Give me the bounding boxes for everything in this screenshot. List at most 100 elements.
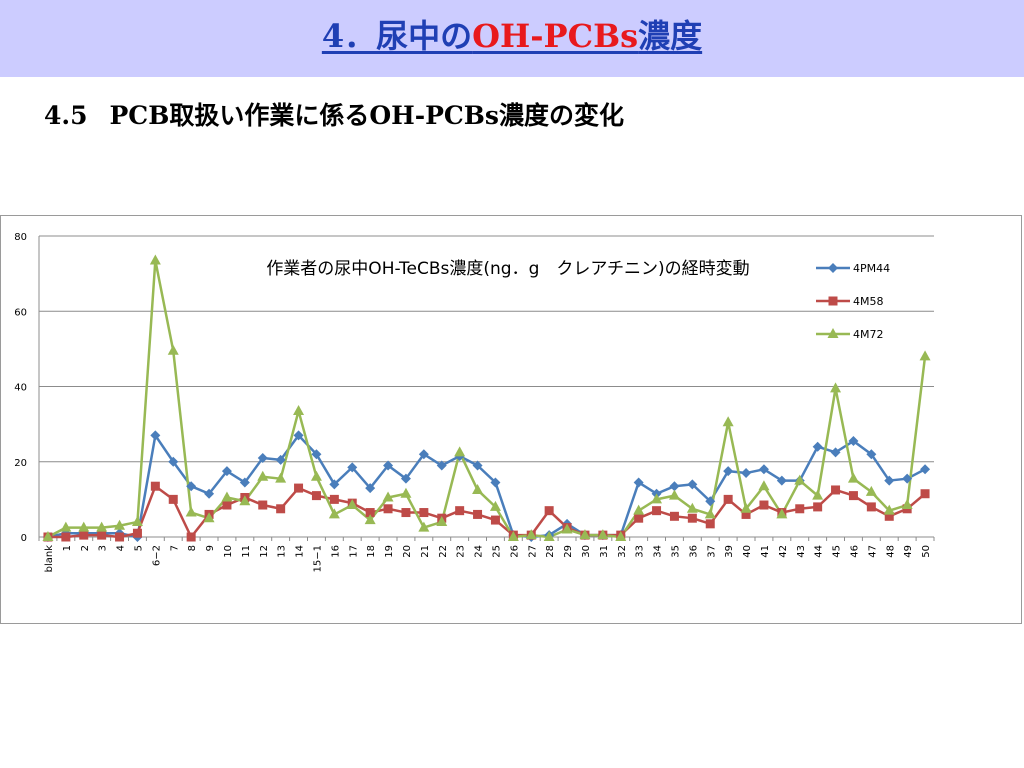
data-point-4M72 [364, 514, 376, 525]
data-point-4M72 [328, 508, 340, 519]
data-point-4M58 [186, 532, 196, 542]
x-tick-label: blank [44, 545, 55, 573]
data-point-4M72 [633, 504, 645, 515]
x-tick-label: 39 [724, 545, 735, 558]
legend-label: 4M72 [853, 328, 884, 341]
x-tick-label: 22 [438, 545, 449, 558]
data-point-4M72 [579, 529, 591, 540]
data-point-4M72 [543, 531, 555, 541]
title-band [0, 0, 1024, 77]
data-point-4M58 [455, 506, 465, 516]
data-point-4PM44 [168, 456, 179, 467]
data-point-4M72 [830, 382, 842, 393]
data-point-4M72 [454, 446, 466, 457]
data-point-4M72 [239, 495, 251, 506]
data-point-4M58 [490, 515, 500, 525]
data-point-4M72 [847, 472, 859, 483]
data-point-4M58 [132, 528, 142, 538]
x-tick-label: 35 [670, 545, 681, 558]
data-point-4PM44 [705, 496, 716, 507]
x-tick-label: 40 [742, 545, 753, 558]
data-point-4PM44 [257, 452, 268, 463]
data-point-4M58 [741, 509, 751, 519]
data-point-4M72 [114, 519, 126, 530]
data-point-4M58 [544, 506, 554, 516]
data-point-4M72 [275, 472, 287, 483]
x-tick-label: 46 [849, 545, 860, 558]
data-point-4M72 [507, 531, 519, 541]
x-tick-label: 50 [921, 545, 932, 558]
chart-title: 作業者の尿中OH-TeCBs濃度(ng．g クレアチニン)の経時変動 [266, 259, 749, 279]
x-tick-label: 31 [599, 545, 610, 558]
data-point-4PM44 [347, 462, 358, 473]
data-point-4M72 [615, 531, 627, 541]
x-tick-label: 2 [80, 545, 91, 551]
x-tick-label: 5 [133, 545, 144, 551]
data-point-4M72 [489, 500, 501, 511]
x-tick-label: 28 [545, 545, 556, 558]
data-point-4PM44 [633, 477, 644, 488]
legend-marker [828, 296, 838, 306]
data-point-4M58 [669, 511, 679, 521]
data-point-4M72 [812, 489, 824, 500]
data-point-4M72 [919, 350, 931, 361]
data-point-4M58 [79, 530, 89, 540]
data-point-4M58 [920, 489, 930, 499]
x-tick-label: 33 [635, 545, 646, 558]
data-point-4M72 [60, 521, 72, 532]
data-point-4PM44 [472, 460, 483, 471]
data-point-4M72 [561, 523, 573, 534]
data-point-4PM44 [884, 475, 895, 486]
series-line-4PM44 [47, 434, 926, 539]
data-point-4M72 [436, 515, 448, 526]
data-point-4M72 [525, 529, 537, 540]
x-tick-label: 44 [814, 545, 825, 558]
x-tick-label: 18 [366, 545, 377, 558]
data-point-4M58 [652, 506, 662, 516]
section-subtitle: 4.5 PCB取扱い作業に係るOH-PCBs濃度の変化 [44, 96, 624, 136]
data-point-4M72 [167, 344, 179, 355]
data-point-4PM44 [687, 479, 698, 490]
data-point-4PM44 [902, 473, 913, 484]
x-tick-label: 7 [169, 545, 180, 551]
x-tick-label: 12 [259, 545, 270, 558]
x-tick-label: 37 [706, 545, 717, 558]
x-tick-label: 16 [330, 545, 341, 558]
data-point-4M72 [472, 483, 484, 494]
data-point-4M72 [740, 502, 752, 513]
data-point-4M72 [794, 474, 806, 485]
data-point-4PM44 [866, 449, 877, 460]
data-point-4PM44 [776, 475, 787, 486]
data-point-4M72 [686, 502, 698, 513]
x-tick-label: 20 [402, 545, 413, 558]
data-point-4M72 [722, 416, 734, 427]
data-point-4PM44 [436, 460, 447, 471]
data-point-4M58 [866, 502, 876, 512]
legend-marker [827, 328, 839, 338]
data-point-4M58 [419, 508, 429, 518]
x-tick-label: 17 [348, 545, 359, 558]
x-tick-label: 42 [778, 545, 789, 558]
data-point-4M58 [276, 504, 286, 514]
x-tick-label: 32 [617, 545, 628, 558]
data-point-4M58 [150, 481, 160, 491]
data-point-4M72 [418, 521, 430, 532]
chart-container: 0 20 40 60 80 blank 1 2 3 4 5 6−2 7 8 9 10 11 12 13 14 15−1 1… [0, 215, 1022, 624]
data-point-4PM44 [758, 464, 769, 475]
data-point-4M72 [758, 480, 770, 491]
data-point-4M72 [293, 404, 305, 415]
x-tick-label: 13 [277, 545, 288, 558]
data-point-4M58 [61, 532, 71, 542]
x-tick-label: 34 [653, 545, 664, 558]
data-point-4M72 [651, 493, 663, 504]
data-point-4M72 [131, 515, 143, 526]
data-point-4PM44 [311, 449, 322, 460]
x-tick-label: 41 [760, 545, 771, 558]
title-prefix: 4．尿中の [321, 17, 473, 55]
data-point-4PM44 [812, 441, 823, 452]
data-point-4M58 [759, 500, 769, 510]
data-point-4PM44 [400, 473, 411, 484]
data-point-4M72 [96, 521, 108, 532]
data-point-4M58 [848, 491, 858, 501]
